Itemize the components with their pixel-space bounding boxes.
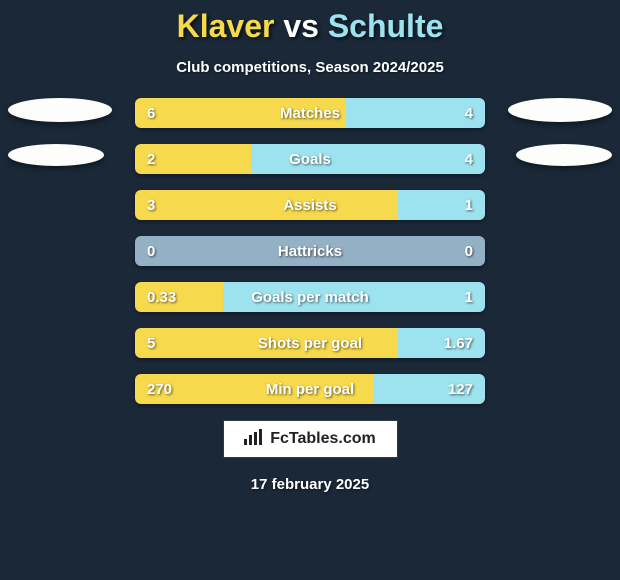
stat-bar-right: [223, 282, 486, 312]
stat-row: 00Hattricks: [135, 236, 485, 266]
player2-name: Schulte: [328, 8, 444, 44]
bars-icon: [244, 429, 264, 450]
stat-bar-right: [251, 144, 486, 174]
stat-row: 64Matches: [135, 98, 485, 128]
stat-value-right: 1: [465, 190, 473, 220]
brand-box[interactable]: FcTables.com: [223, 420, 398, 458]
stat-row: 51.67Shots per goal: [135, 328, 485, 358]
stat-value-left: 5: [147, 328, 155, 358]
chart-area: 64Matches24Goals31Assists00Hattricks0.33…: [0, 98, 620, 404]
stat-row: 270127Min per goal: [135, 374, 485, 404]
stat-row: 24Goals: [135, 144, 485, 174]
stat-value-right: 1: [465, 282, 473, 312]
subtitle: Club competitions, Season 2024/2025: [0, 59, 620, 76]
stat-value-left: 2: [147, 144, 155, 174]
stat-value-right: 0: [465, 236, 473, 266]
stat-value-left: 6: [147, 98, 155, 128]
stat-bar-left: [135, 328, 398, 358]
stat-bar-neutral: [135, 236, 485, 266]
footer-date: 17 february 2025: [0, 476, 620, 493]
stat-bars: 64Matches24Goals31Assists00Hattricks0.33…: [135, 98, 485, 404]
badge-ellipse: [8, 98, 112, 122]
stat-value-left: 3: [147, 190, 155, 220]
stat-row: 0.331Goals per match: [135, 282, 485, 312]
stat-value-right: 127: [448, 374, 473, 404]
comparison-title: Klaver vs Schulte: [0, 0, 620, 45]
stat-bar-left: [135, 190, 398, 220]
badge-ellipse: [516, 144, 612, 166]
vs-text: vs: [283, 8, 319, 44]
stat-value-left: 0.33: [147, 282, 176, 312]
player1-name: Klaver: [177, 8, 275, 44]
stat-value-right: 1.67: [444, 328, 473, 358]
badge-ellipse: [508, 98, 612, 122]
stat-value-right: 4: [465, 144, 473, 174]
stat-bar-left: [135, 98, 345, 128]
stat-value-left: 270: [147, 374, 172, 404]
brand-text: FcTables.com: [270, 430, 376, 448]
badge-ellipse: [8, 144, 104, 166]
stat-row: 31Assists: [135, 190, 485, 220]
stat-value-left: 0: [147, 236, 155, 266]
stat-value-right: 4: [465, 98, 473, 128]
